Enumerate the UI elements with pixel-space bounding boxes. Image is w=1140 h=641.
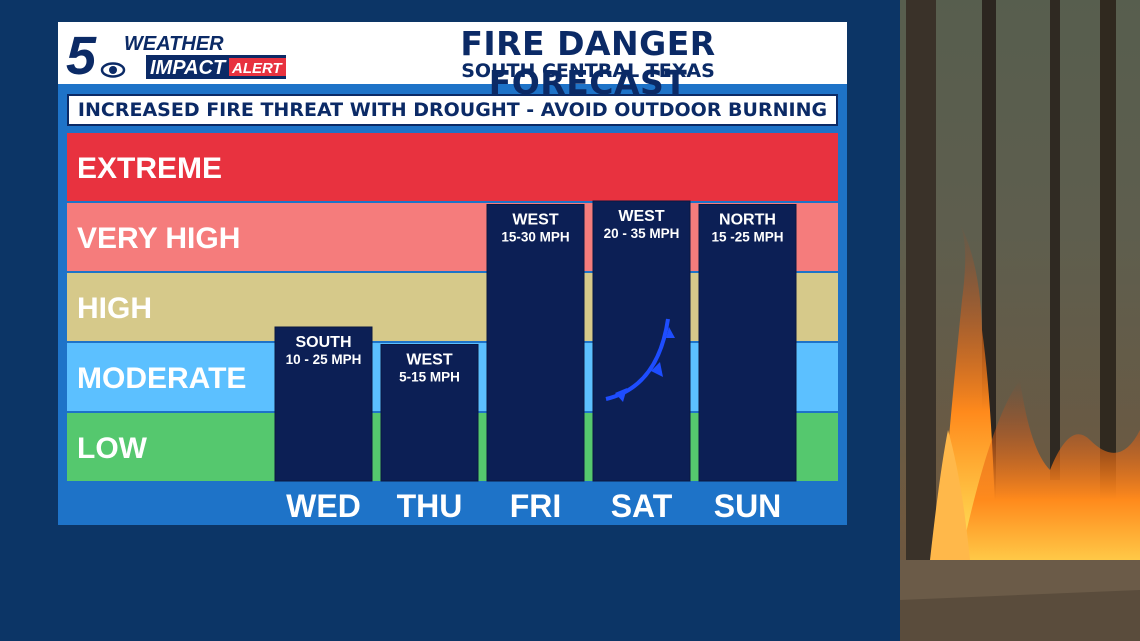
level-label: MODERATE	[77, 362, 246, 395]
logo-alert-bg	[229, 58, 286, 76]
front-triangle	[666, 327, 675, 338]
bar-thu	[380, 344, 479, 482]
front-triangle	[615, 388, 627, 402]
wind-direction-label: WEST	[618, 208, 664, 225]
logo-number: 5	[66, 26, 97, 82]
wind-speed-label: 5-15 MPH	[399, 370, 460, 385]
wildfire-photo	[900, 0, 1140, 641]
header: 5 WEATHER IMPACT ALERT FIRE DANGER FOREC…	[58, 22, 847, 102]
day-label-sun: SUN	[714, 488, 782, 524]
day-label-fri: FRI	[510, 488, 562, 524]
front-line	[605, 318, 670, 401]
wind-speed-label: 15-30 MPH	[501, 230, 569, 245]
weather-impact-alert-logo: 5 WEATHER IMPACT ALERT	[66, 26, 286, 82]
bar-wed	[274, 326, 373, 482]
bar-sun	[698, 204, 797, 482]
bar-sat	[592, 200, 691, 482]
wind-speed-label: 10 - 25 MPH	[286, 352, 362, 367]
day-label-sat: SAT	[611, 488, 673, 524]
wind-direction-label: SOUTH	[296, 334, 352, 351]
level-label: VERY HIGH	[77, 222, 240, 255]
eye-pupil	[109, 66, 117, 74]
wind-speed-label: 15 -25 MPH	[711, 230, 783, 245]
forecast-card: 5 WEATHER IMPACT ALERT FIRE DANGER FOREC…	[58, 22, 847, 525]
wind-direction-label: NORTH	[719, 212, 776, 229]
day-label-wed: WED	[286, 488, 361, 524]
level-label: HIGH	[77, 292, 152, 325]
logo-alert: ALERT	[231, 60, 284, 77]
warning-banner: INCREASED FIRE THREAT WITH DROUGHT - AVO…	[67, 94, 838, 126]
wildfire-illustration	[900, 0, 1140, 641]
logo-weather: WEATHER	[124, 33, 224, 55]
wind-direction-label: WEST	[406, 352, 452, 369]
wind-speed-label: 20 - 35 MPH	[604, 226, 680, 241]
cold-front-icon	[605, 318, 675, 402]
wind-direction-label: WEST	[512, 212, 558, 229]
level-label: EXTREME	[77, 152, 222, 185]
logo-impact: IMPACT	[150, 57, 227, 79]
band-extreme	[67, 133, 838, 201]
day-label-thu: THU	[397, 488, 463, 524]
page-subtitle: SOUTH CENTRAL TEXAS	[461, 60, 715, 82]
bar-fri	[486, 204, 585, 482]
fire-danger-chart: LOW MODERATE HIGH VERY HIGH EXTREME SOUTH10 …	[67, 133, 838, 524]
front-triangle	[651, 362, 663, 377]
level-label: LOW	[77, 432, 148, 465]
